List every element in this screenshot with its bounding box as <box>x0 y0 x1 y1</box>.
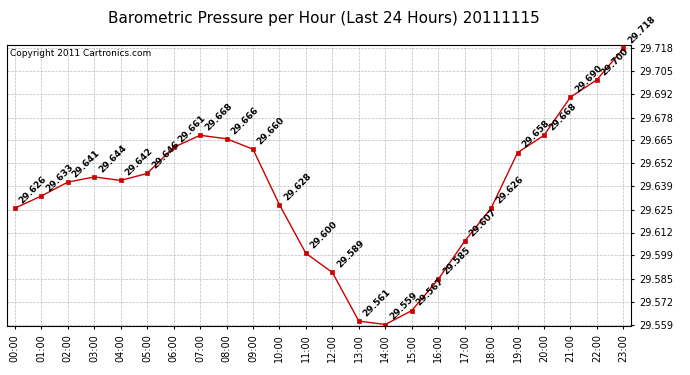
Text: 29.718: 29.718 <box>627 15 657 46</box>
Text: 29.660: 29.660 <box>256 116 286 146</box>
Text: 29.626: 29.626 <box>494 174 525 206</box>
Text: 29.567: 29.567 <box>415 277 446 308</box>
Text: 29.626: 29.626 <box>18 174 48 206</box>
Text: 29.668: 29.668 <box>546 102 578 132</box>
Text: 29.589: 29.589 <box>335 238 366 270</box>
Text: 29.585: 29.585 <box>441 246 472 277</box>
Text: Copyright 2011 Cartronics.com: Copyright 2011 Cartronics.com <box>10 49 151 58</box>
Text: 29.644: 29.644 <box>97 143 128 174</box>
Text: 29.668: 29.668 <box>203 102 234 132</box>
Text: 29.633: 29.633 <box>44 162 75 193</box>
Text: 29.661: 29.661 <box>177 114 207 145</box>
Text: 29.600: 29.600 <box>308 220 339 251</box>
Text: 29.607: 29.607 <box>467 207 498 238</box>
Text: 29.641: 29.641 <box>70 148 101 179</box>
Text: 29.690: 29.690 <box>573 63 604 94</box>
Text: 29.559: 29.559 <box>388 291 419 322</box>
Text: 29.642: 29.642 <box>124 147 155 178</box>
Text: 29.646: 29.646 <box>150 140 181 171</box>
Text: Barometric Pressure per Hour (Last 24 Hours) 20111115: Barometric Pressure per Hour (Last 24 Ho… <box>108 11 540 26</box>
Text: 29.666: 29.666 <box>229 105 260 136</box>
Text: 29.628: 29.628 <box>282 171 313 202</box>
Text: 29.658: 29.658 <box>520 119 551 150</box>
Text: 29.700: 29.700 <box>600 46 631 77</box>
Text: 29.561: 29.561 <box>362 287 393 318</box>
